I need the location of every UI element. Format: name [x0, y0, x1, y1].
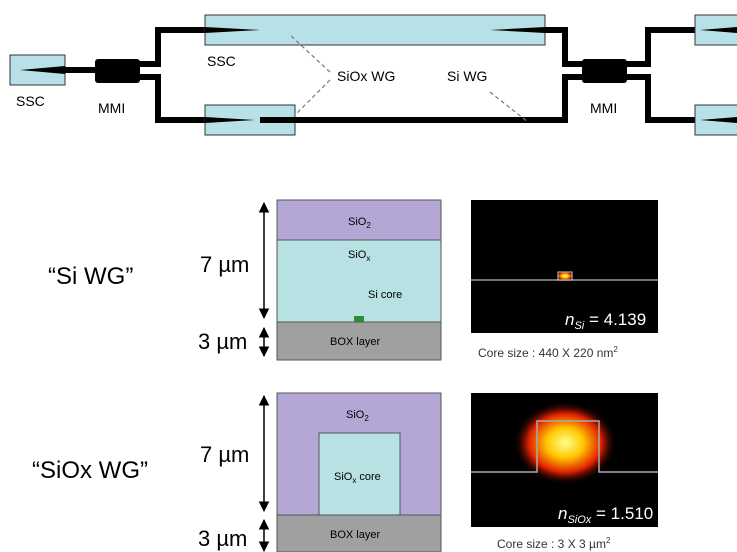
text: SiO [348, 249, 367, 261]
core-size: Core size : 3 X 3 µm2 [497, 536, 611, 551]
text: SiO [348, 216, 367, 228]
waveguide [545, 30, 582, 64]
label: MMI [98, 100, 125, 116]
mmi [95, 59, 140, 83]
si-core [354, 316, 364, 322]
label: BOX layer [330, 336, 380, 348]
dimension: 3 µm [198, 329, 247, 354]
page: {"top_diagram": {"ssc_left": "SSC", "mmi… [0, 0, 737, 552]
sub: SiOx [567, 514, 591, 526]
diagram: SSC MMI SSC SiOx WG Si WG MMI “Si WG” 7 … [0, 0, 737, 552]
val: = 1.510 [591, 504, 653, 523]
dimension: 7 µm [200, 252, 249, 277]
dimension: 3 µm [198, 526, 247, 551]
label: SiOx core [334, 471, 381, 485]
panel-title: “SiOx WG” [32, 457, 148, 484]
sub: x [366, 254, 370, 263]
label: SiOx WG [337, 68, 395, 84]
label: BOX layer [330, 529, 380, 541]
val: = 4.139 [584, 310, 646, 329]
pointer [290, 35, 528, 122]
waveguide [140, 30, 205, 64]
sup: 2 [606, 536, 611, 545]
sym: n [565, 310, 574, 329]
waveguide [140, 77, 205, 120]
text: Core size : 440 X 220 nm [478, 346, 613, 360]
waveguide [627, 30, 695, 64]
label: SSC [207, 53, 236, 69]
core-size: Core size : 440 X 220 nm2 [478, 345, 618, 360]
label: Si WG [447, 68, 487, 84]
text: SiO [334, 471, 353, 483]
sub: 2 [364, 414, 369, 423]
dimension: 7 µm [200, 442, 249, 467]
sub: Si [574, 320, 584, 332]
sym: n [558, 504, 567, 523]
siox-wg-panel: “SiOx WG” 7 µm 3 µm SiO2 SiOx core BOX l… [32, 393, 658, 552]
panel-title: “Si WG” [48, 263, 133, 290]
circuit: SSC MMI SSC SiOx WG Si WG MMI [10, 15, 737, 135]
waveguide [627, 77, 695, 120]
sup: 2 [613, 345, 618, 354]
text: Core size : 3 X 3 µm [497, 537, 606, 551]
waveguide [260, 77, 582, 120]
sub: 2 [366, 221, 371, 230]
mmi [582, 59, 627, 83]
label: SSC [16, 93, 45, 109]
label: MMI [590, 100, 617, 116]
si-wg-panel: “Si WG” 7 µm 3 µm SiO2 SiOx Si core BOX … [48, 200, 658, 360]
label: Si core [368, 289, 402, 301]
text: core [356, 471, 380, 483]
text: SiO [346, 409, 365, 421]
